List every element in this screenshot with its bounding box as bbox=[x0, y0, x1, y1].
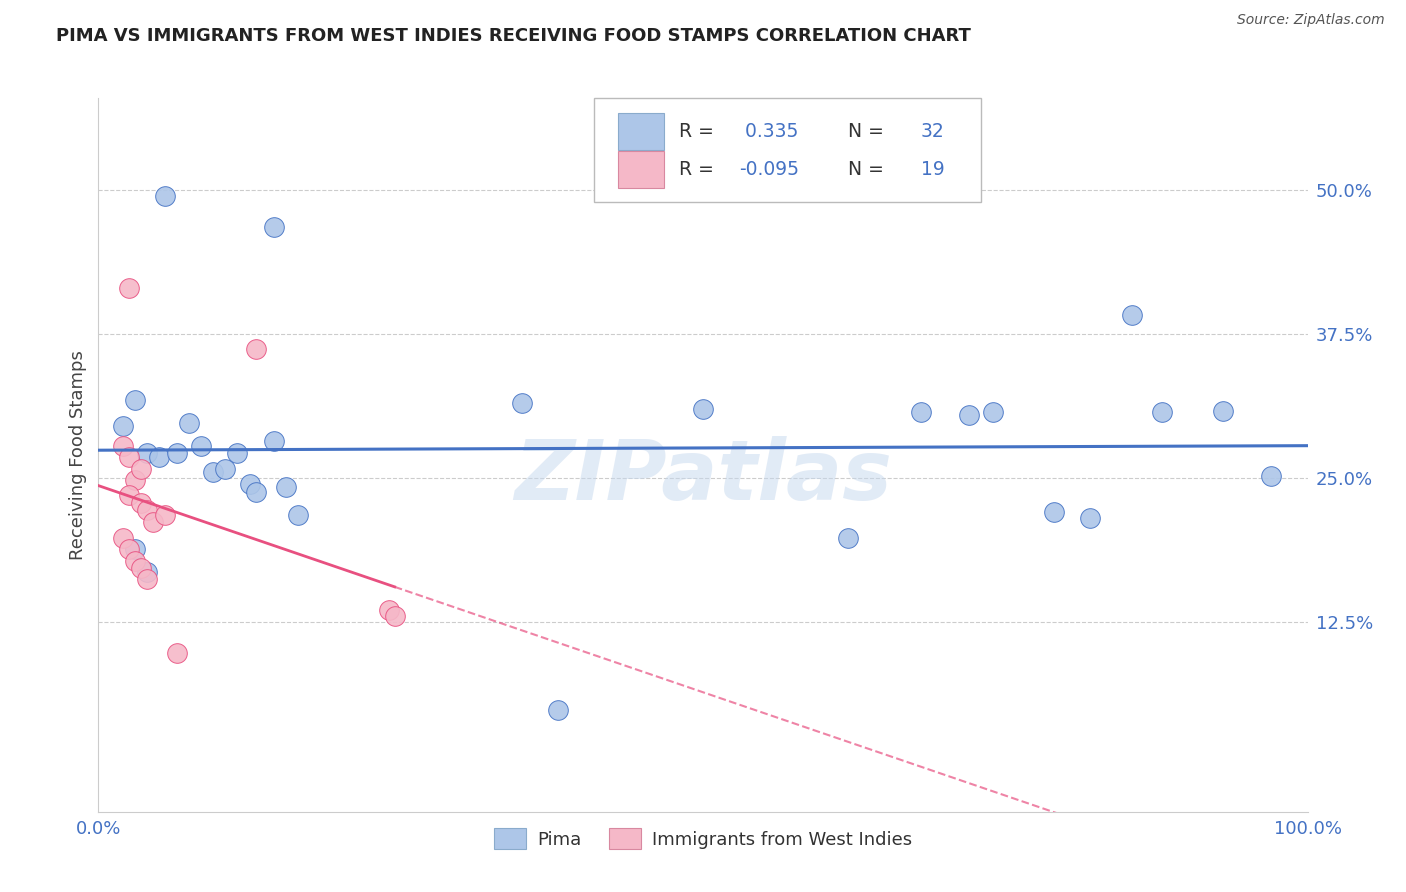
Point bbox=[135, 566, 157, 580]
Point bbox=[129, 560, 152, 574]
Point bbox=[166, 646, 188, 660]
Text: N =: N = bbox=[837, 122, 890, 141]
Point bbox=[837, 531, 859, 545]
Point bbox=[129, 461, 152, 475]
FancyBboxPatch shape bbox=[619, 151, 664, 188]
Point bbox=[274, 480, 297, 494]
Y-axis label: Receiving Food Stamps: Receiving Food Stamps bbox=[69, 350, 87, 560]
Point bbox=[118, 542, 141, 557]
Point bbox=[1260, 468, 1282, 483]
Point bbox=[214, 461, 236, 475]
Text: 19: 19 bbox=[921, 160, 945, 179]
Point bbox=[124, 542, 146, 557]
Point bbox=[148, 450, 170, 465]
Point bbox=[135, 445, 157, 459]
Point bbox=[142, 515, 165, 529]
Point bbox=[981, 405, 1004, 419]
Point bbox=[377, 603, 399, 617]
Point bbox=[384, 609, 406, 624]
Text: Source: ZipAtlas.com: Source: ZipAtlas.com bbox=[1237, 13, 1385, 28]
Point bbox=[239, 476, 262, 491]
Point bbox=[957, 408, 980, 422]
Point bbox=[153, 508, 176, 522]
Point bbox=[153, 189, 176, 203]
Point bbox=[263, 220, 285, 235]
Point bbox=[202, 465, 225, 479]
Point bbox=[118, 450, 141, 465]
Point bbox=[1152, 405, 1174, 419]
Point bbox=[124, 392, 146, 407]
Point bbox=[263, 434, 285, 449]
Text: R =: R = bbox=[679, 122, 720, 141]
Text: PIMA VS IMMIGRANTS FROM WEST INDIES RECEIVING FOOD STAMPS CORRELATION CHART: PIMA VS IMMIGRANTS FROM WEST INDIES RECE… bbox=[56, 27, 972, 45]
Point bbox=[1121, 308, 1143, 322]
Point bbox=[1042, 506, 1064, 520]
Point bbox=[135, 572, 157, 586]
Point bbox=[118, 281, 141, 295]
Point bbox=[179, 416, 201, 430]
Point bbox=[166, 445, 188, 459]
Point bbox=[118, 488, 141, 502]
Legend: Pima, Immigrants from West Indies: Pima, Immigrants from West Indies bbox=[486, 821, 920, 856]
Text: 32: 32 bbox=[921, 122, 945, 141]
Point bbox=[547, 703, 569, 717]
Point bbox=[287, 508, 309, 522]
Point bbox=[135, 503, 157, 517]
Point bbox=[692, 401, 714, 416]
Point bbox=[111, 531, 134, 545]
Point bbox=[1078, 511, 1101, 525]
Point bbox=[124, 554, 146, 568]
Point bbox=[226, 445, 249, 459]
FancyBboxPatch shape bbox=[595, 98, 981, 202]
Text: 0.335: 0.335 bbox=[740, 122, 799, 141]
Point bbox=[245, 484, 267, 499]
Point bbox=[510, 396, 533, 410]
Point bbox=[111, 439, 134, 453]
Point bbox=[245, 342, 267, 356]
Point bbox=[1212, 404, 1234, 418]
Point bbox=[910, 405, 932, 419]
Point bbox=[124, 473, 146, 487]
Text: -0.095: -0.095 bbox=[740, 160, 799, 179]
Point bbox=[129, 496, 152, 510]
Text: ZIPatlas: ZIPatlas bbox=[515, 436, 891, 516]
Point bbox=[190, 439, 212, 453]
Text: N =: N = bbox=[837, 160, 890, 179]
Text: R =: R = bbox=[679, 160, 720, 179]
Point bbox=[111, 419, 134, 434]
FancyBboxPatch shape bbox=[619, 113, 664, 150]
